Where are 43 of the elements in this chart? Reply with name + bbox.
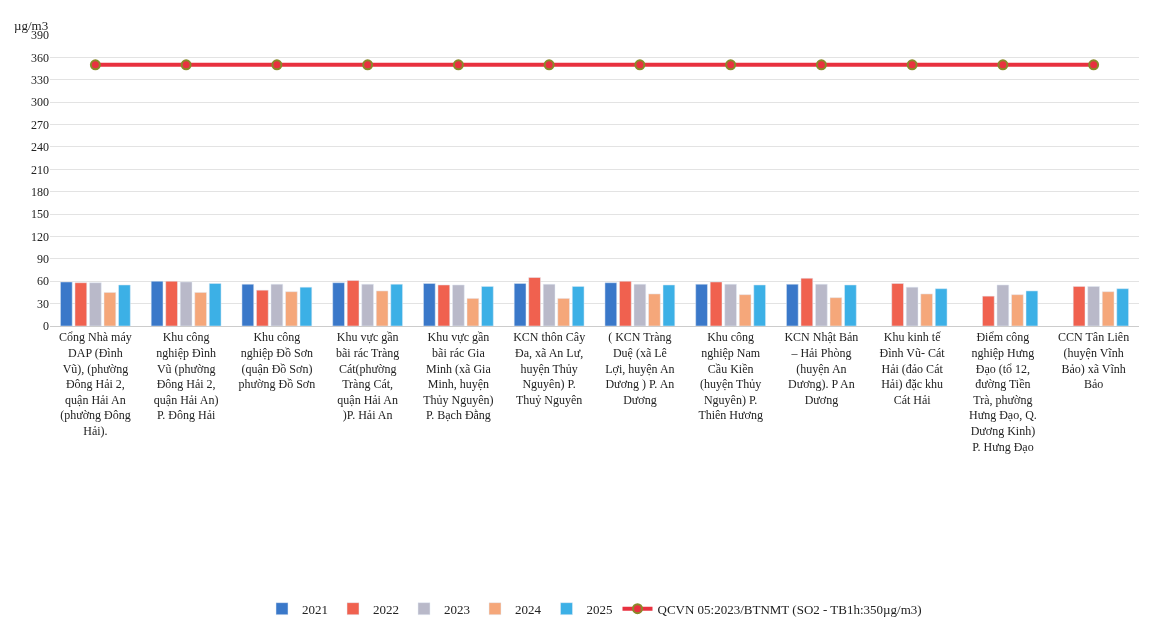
y-tick-label: 90 — [37, 252, 49, 267]
y-tick-label: 330 — [31, 72, 49, 87]
y-tick-label: 180 — [31, 184, 49, 199]
y-tick-label: 60 — [37, 274, 49, 289]
y-tick-label: 30 — [37, 296, 49, 311]
bar — [332, 282, 345, 326]
x-tick-label: ( KCN Tràng Duệ (xã Lê Lợi, huyện An Dương ) P. An Dương — [605, 330, 675, 407]
legend-label: 2023 — [444, 601, 470, 617]
bar — [844, 284, 857, 326]
legend-label: QCVN 05:2023/BTNMT (SO2 - TB1h:350µg/m3) — [657, 601, 922, 617]
x-tick-label: Khu vực gần bãi rác Gia Minh (xã Gia Minh, huyện Thủy Nguyên) P. Bạch Đằng — [423, 330, 494, 423]
x-tick-label: KCN Nhật Bản – Hải Phòng (huyện An Dương). P An Dương — [784, 330, 859, 407]
legend-label: 2022 — [373, 601, 399, 617]
bar — [891, 283, 904, 326]
y-tick-label: 150 — [31, 207, 49, 222]
x-tick-label: Khu vực gần bãi rác Tràng Cát(phường Tràng Cát, quận Hải An )P. Hải An — [335, 330, 400, 423]
bar — [572, 286, 585, 326]
legend-label: 2024 — [515, 601, 542, 617]
y-tick-label: 120 — [31, 229, 49, 244]
bar — [935, 288, 948, 326]
y-tick-label: 360 — [31, 50, 49, 65]
x-tick-label: CCN Tân Liên (huyện Vĩnh Bảo) xã Vĩnh Bảo — [1058, 330, 1130, 392]
bar — [695, 283, 708, 326]
bar — [209, 283, 222, 326]
x-tick-label: KCN thôn Cây Đa, xã An Lư, huyện Thủy Nguyên) P. Thuỷ Nguyên — [513, 330, 586, 407]
bar — [604, 282, 617, 326]
y-axis-title: µg/m3 — [14, 18, 49, 33]
y-tick-label: 270 — [31, 117, 49, 132]
legend-label: 2021 — [302, 601, 328, 617]
x-tick-label: Điểm công nghiệp Hưng Đạo (tổ 12, đường Tiền Trà, phường Hưng Đạo, Q. Dương Kinh) P. Hưng Đạo — [968, 330, 1037, 454]
legend-label: 2025 — [586, 601, 613, 617]
y-tick-label: 0 — [43, 319, 49, 334]
x-tick-label: Khu công nghiệp Nam Cầu Kiền (huyện Thủy Nguyên) P. Thiên Hương — [698, 330, 763, 423]
bar — [481, 286, 494, 326]
bar — [241, 283, 254, 326]
bar — [118, 284, 131, 326]
x-tick-label: Khu kinh tế Đình Vũ- Cát Hải (đảo Cát Hải) đặc khu Cát Hải — [879, 330, 946, 407]
x-tick-label: Khu công nghiệp Đình Vũ (phường Đông Hải 2, quận Hải An) P. Đông Hải — [153, 330, 219, 423]
x-tick-label: Khu công nghiệp Đồ Sơn (quận Đồ Sơn) phường Đồ Sơn — [238, 330, 316, 392]
y-tick-label: 240 — [31, 140, 49, 155]
x-tick-label: Cổng Nhà máy DAP (Đình Vũ), (phường Đông Hải 2, quận Hải An (phường Đông Hải). — [59, 330, 132, 438]
y-tick-label: 210 — [31, 162, 49, 177]
y-tick-label: 300 — [31, 95, 49, 110]
